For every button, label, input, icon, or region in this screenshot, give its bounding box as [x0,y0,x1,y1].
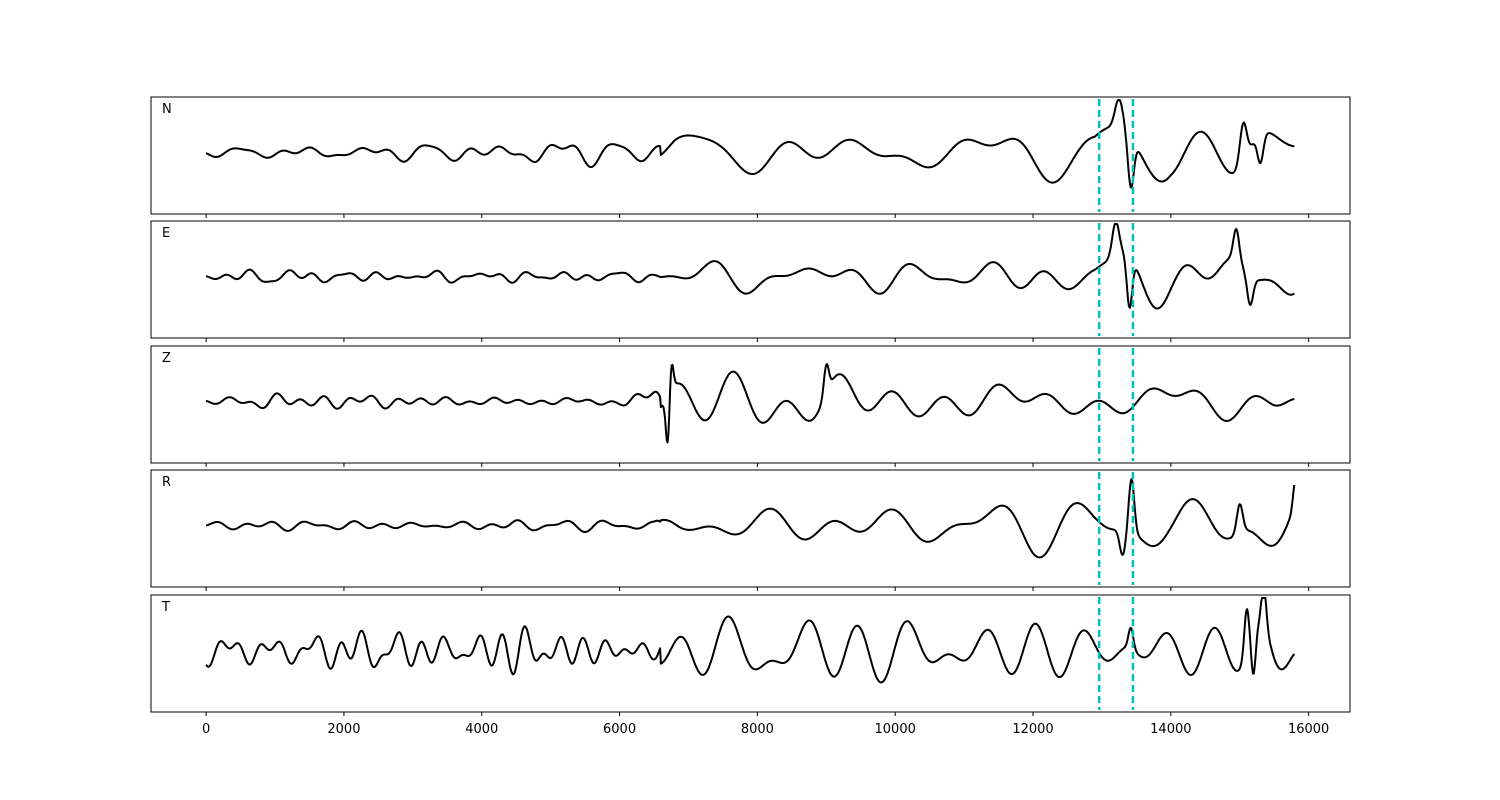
x-tick-label: 10000 [875,722,916,737]
panel-frame [150,594,1351,713]
x-tick-label: 0 [202,722,210,737]
panel-label: N [162,102,172,117]
x-tick-label: 14000 [1150,722,1191,737]
panel-r: R [150,469,1351,591]
panel-label: R [162,475,171,490]
panel-frame [150,469,1351,588]
panel-frame [150,96,1351,215]
x-tick-label: 2000 [327,722,360,737]
trace-n [205,99,1295,189]
panel-frame [150,220,1351,339]
x-tick-label: 6000 [603,722,636,737]
panel-label: T [161,600,170,615]
panel-e: E [150,220,1351,342]
panel-t: T [150,594,1351,716]
trace-e [205,223,1295,310]
panel-z: Z [150,345,1351,467]
panel-label: Z [162,351,171,366]
panels: N E Z R T [150,96,1351,716]
trace-t [205,597,1296,684]
panel-frame [150,345,1351,464]
trace-r [205,478,1296,559]
trace-z [205,363,1295,444]
x-tick-label: 8000 [741,722,774,737]
x-tick-label: 16000 [1288,722,1329,737]
x-tick-label: 4000 [465,722,498,737]
panel-label: E [162,226,170,241]
x-tick-label: 12000 [1012,722,1053,737]
panel-n: N [150,96,1351,218]
x-axis: 0 2000 4000 6000 8000 10000 12000 14000 16000 [202,722,1329,737]
